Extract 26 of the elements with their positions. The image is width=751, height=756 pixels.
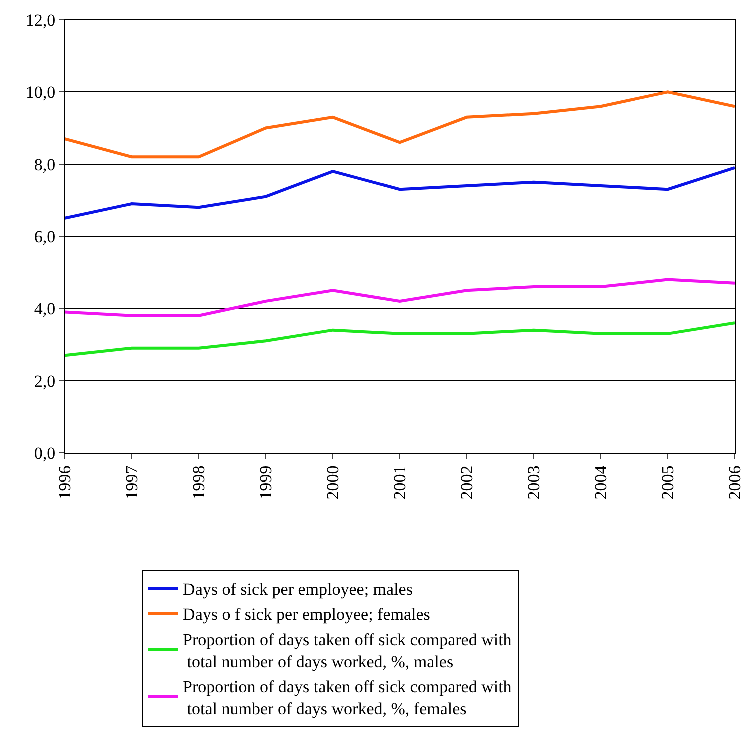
x-tick-label: 2001 <box>390 466 410 500</box>
line-series <box>65 322 735 358</box>
legend-label: Days o f sick per employee; females <box>183 605 430 624</box>
line-series <box>65 90 735 159</box>
line-series <box>65 278 735 318</box>
x-tick-label: 1997 <box>122 465 142 500</box>
x-tick-label: 2006 <box>726 466 745 500</box>
x-tick-label: 2002 <box>458 466 477 500</box>
x-tick-label: 1999 <box>256 466 276 500</box>
x-tick-label: 2003 <box>524 466 544 500</box>
y-tick-label: 6,0 <box>34 227 56 246</box>
legend-label: Proportion of days taken off sick compared with total number of days worked, %, males <box>183 630 512 672</box>
y-tick-label: 2,0 <box>34 372 56 391</box>
line-series <box>65 166 735 220</box>
x-tick-label: 1996 <box>56 466 75 500</box>
y-tick-label: 10,0 <box>26 83 56 102</box>
x-tick-label: 2004 <box>592 465 611 500</box>
legend-label: Days of sick per employee; males <box>183 580 413 600</box>
legend-label: Proportion of days taken off sick compared with total number of days worked, %, females <box>183 677 512 719</box>
y-tick-label: 12,0 <box>26 10 56 30</box>
x-tick-label: 2005 <box>658 466 678 500</box>
x-tick-label: 1998 <box>190 466 209 500</box>
x-tick-label: 2000 <box>324 466 343 500</box>
y-tick-label: 8,0 <box>34 155 56 174</box>
y-tick-label: 0,0 <box>34 444 56 463</box>
y-tick-label: 4,0 <box>34 300 56 319</box>
